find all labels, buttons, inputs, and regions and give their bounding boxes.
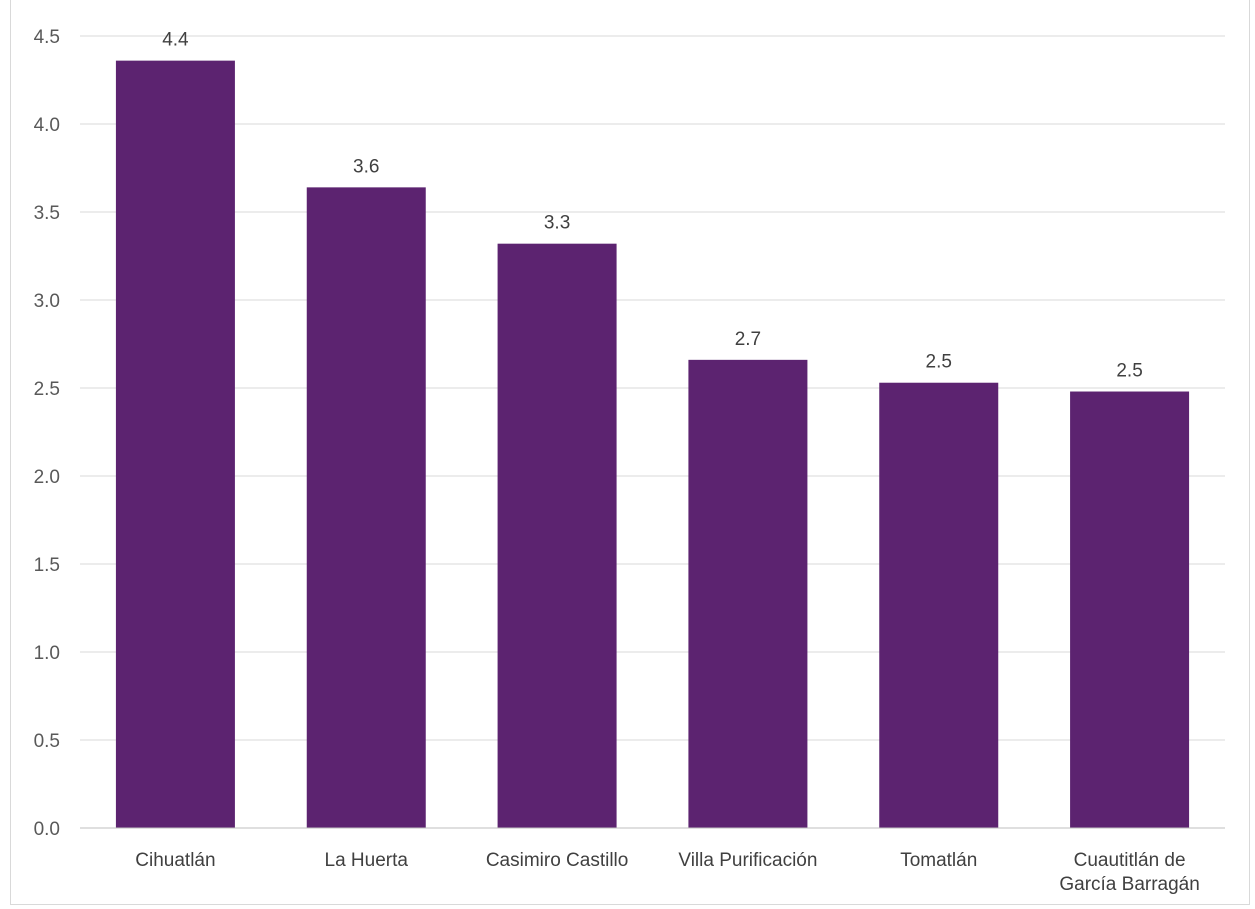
- y-tick-label: 2.0: [34, 467, 60, 488]
- y-tick-label: 0.0: [34, 819, 60, 840]
- data-label: 3.6: [353, 156, 379, 177]
- y-tick-label: 1.0: [34, 643, 60, 664]
- category-label: La Huerta: [325, 850, 409, 871]
- gridlines: [80, 35, 1225, 741]
- data-label: 2.7: [735, 329, 761, 350]
- category-label-line: La Huerta: [325, 850, 409, 871]
- bars: [115, 60, 1190, 829]
- bar: [306, 187, 426, 829]
- y-tick-label: 3.5: [34, 203, 60, 224]
- category-label: Cuautitlán de García Barragán: [1059, 850, 1199, 895]
- category-label-line: Tomatlán: [900, 850, 977, 871]
- category-label-line: Cuautitlán de: [1074, 850, 1186, 871]
- category-label-line: Cihuatlán: [135, 850, 215, 871]
- bar: [688, 359, 808, 828]
- category-label: Casimiro Castillo: [486, 850, 629, 871]
- category-label-line: Villa Purificación: [678, 850, 817, 871]
- bar: [497, 243, 617, 828]
- data-label: 2.5: [926, 352, 952, 373]
- bar: [115, 60, 235, 828]
- y-tick-label: 4.0: [34, 115, 60, 136]
- category-label: Cihuatlán: [135, 850, 215, 871]
- data-label: 4.4: [162, 30, 189, 51]
- bar: [1070, 391, 1190, 828]
- category-label: Villa Purificación: [678, 850, 817, 871]
- category-label-line: Casimiro Castillo: [486, 850, 629, 871]
- labels: 0.0 0.5 1.0 1.5 2.0 2.5 3.0 3.5 4.0 4.5 4.4 Cihuatl…: [34, 27, 1200, 895]
- y-tick-label: 1.5: [34, 555, 60, 576]
- category-label-line: García Barragán: [1059, 874, 1199, 895]
- y-tick-label: 4.5: [34, 27, 60, 48]
- data-label: 3.3: [544, 213, 570, 234]
- bar: [879, 382, 999, 828]
- category-label: Tomatlán: [900, 850, 977, 871]
- y-tick-label: 0.5: [34, 731, 60, 752]
- data-label: 2.5: [1116, 361, 1142, 382]
- y-tick-label: 2.5: [34, 379, 60, 400]
- y-tick-label: 3.0: [34, 291, 60, 312]
